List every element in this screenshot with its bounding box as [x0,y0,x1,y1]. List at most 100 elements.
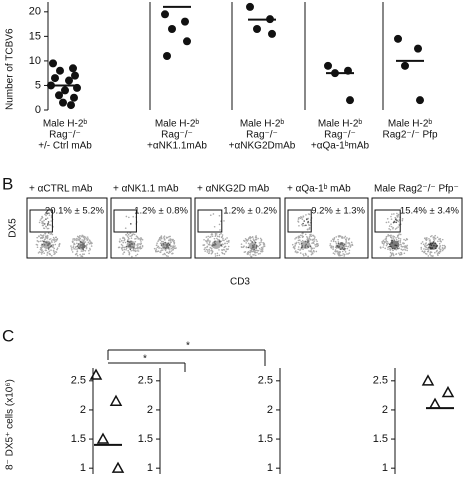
flow-dot [134,240,137,243]
flow-dot [391,213,393,215]
flow-dot [261,248,263,251]
flow-dot [88,252,90,255]
x-tick-label: +αNKG2DmAb [229,141,296,152]
flow-dot [307,220,309,223]
flow-dot [396,236,399,238]
flow-dot [76,237,78,240]
flow-dot [329,244,331,247]
flow-dot [121,239,123,242]
flow-dot [345,245,348,248]
flow-dot [227,240,230,243]
flow-dot [249,254,251,256]
flow-dot [205,236,208,238]
y-tick-label: 1 [80,462,86,474]
flow-dot [219,229,221,231]
flow-dot [299,252,302,254]
flow-dot [331,238,334,240]
flow-dot [79,253,81,256]
flow-dot [399,239,402,242]
flow-dot [86,238,89,241]
flow-dot [295,236,298,239]
flow-dot [221,234,224,236]
flow-dot [382,239,385,242]
flow-core [248,242,257,250]
flow-dot [246,240,249,242]
flow-dot [70,245,72,247]
flow-dot [301,218,304,221]
flow-dot [302,253,304,255]
flow-dot [119,238,121,240]
flow-dot [50,238,52,240]
flow-dot [41,215,43,218]
flow-dot [385,239,388,242]
flow-dot [125,215,128,218]
flow-dot [89,247,91,250]
flow-dot [253,251,256,254]
flow-dot [76,250,79,252]
flow-dot [169,235,171,238]
flow-dot [212,213,215,215]
flow-dot [39,248,42,251]
flow-dot [315,250,318,253]
flow-dot [244,237,247,240]
flow-dot [74,246,77,249]
gate-stat: 15.4% ± 3.4% [400,206,460,217]
flow-dot [46,254,48,256]
flow-dot [387,248,389,251]
flow-dot [391,238,393,240]
flow-dot [306,228,309,231]
flow-dot [343,255,346,257]
flow-dot [122,237,124,239]
flow-dot [297,239,300,242]
y-tick-label: 1 [147,462,153,474]
data-point [49,59,57,68]
panel-title: + αQa-1ᵇ mAb [287,184,351,195]
flow-dot [397,213,400,216]
flow-dot [347,242,349,244]
flow-dot [306,218,308,220]
flow-dot [157,250,160,252]
flow-dot [123,237,126,240]
flow-dot [206,242,209,244]
y-tick-label: 1 [267,462,273,474]
flow-dot [76,254,79,257]
flow-dot [46,234,49,237]
flow-dot [125,248,127,251]
flow-dot [90,241,92,244]
flow-dot [159,239,162,241]
flow-dot [245,242,247,244]
flow-dot [342,237,344,239]
flow-dot [50,220,53,222]
flow-dot [256,251,258,254]
flow-dot [339,235,342,237]
flow-dot [312,242,315,245]
flow-dot [393,213,395,215]
flow-dot [214,253,217,255]
flow-dot [406,247,409,249]
flow-dot [203,248,206,251]
data-point [65,76,73,85]
flow-dot [123,251,125,254]
flow-dot [400,251,402,254]
data-point [441,385,455,398]
flow-dot [76,242,78,245]
data-point [59,98,67,107]
flow-dot [334,249,337,251]
flow-dot [394,228,397,230]
flow-dot [225,250,227,252]
flow-core [211,240,222,249]
significance: * [186,341,190,352]
flow-dot [438,242,441,245]
flow-dot [79,235,81,237]
flow-dot [397,247,399,250]
flow-dot [210,233,213,235]
flow-dot [38,221,41,224]
flow-dot [53,238,56,240]
flow-dot [403,245,405,248]
flow-dot [46,252,49,254]
flow-dot [424,237,426,239]
y-tick-label: 10 [29,55,41,67]
flow-core [389,240,400,249]
flow-dot [307,238,310,241]
